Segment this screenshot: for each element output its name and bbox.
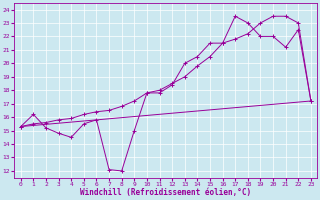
X-axis label: Windchill (Refroidissement éolien,°C): Windchill (Refroidissement éolien,°C) (80, 188, 252, 197)
